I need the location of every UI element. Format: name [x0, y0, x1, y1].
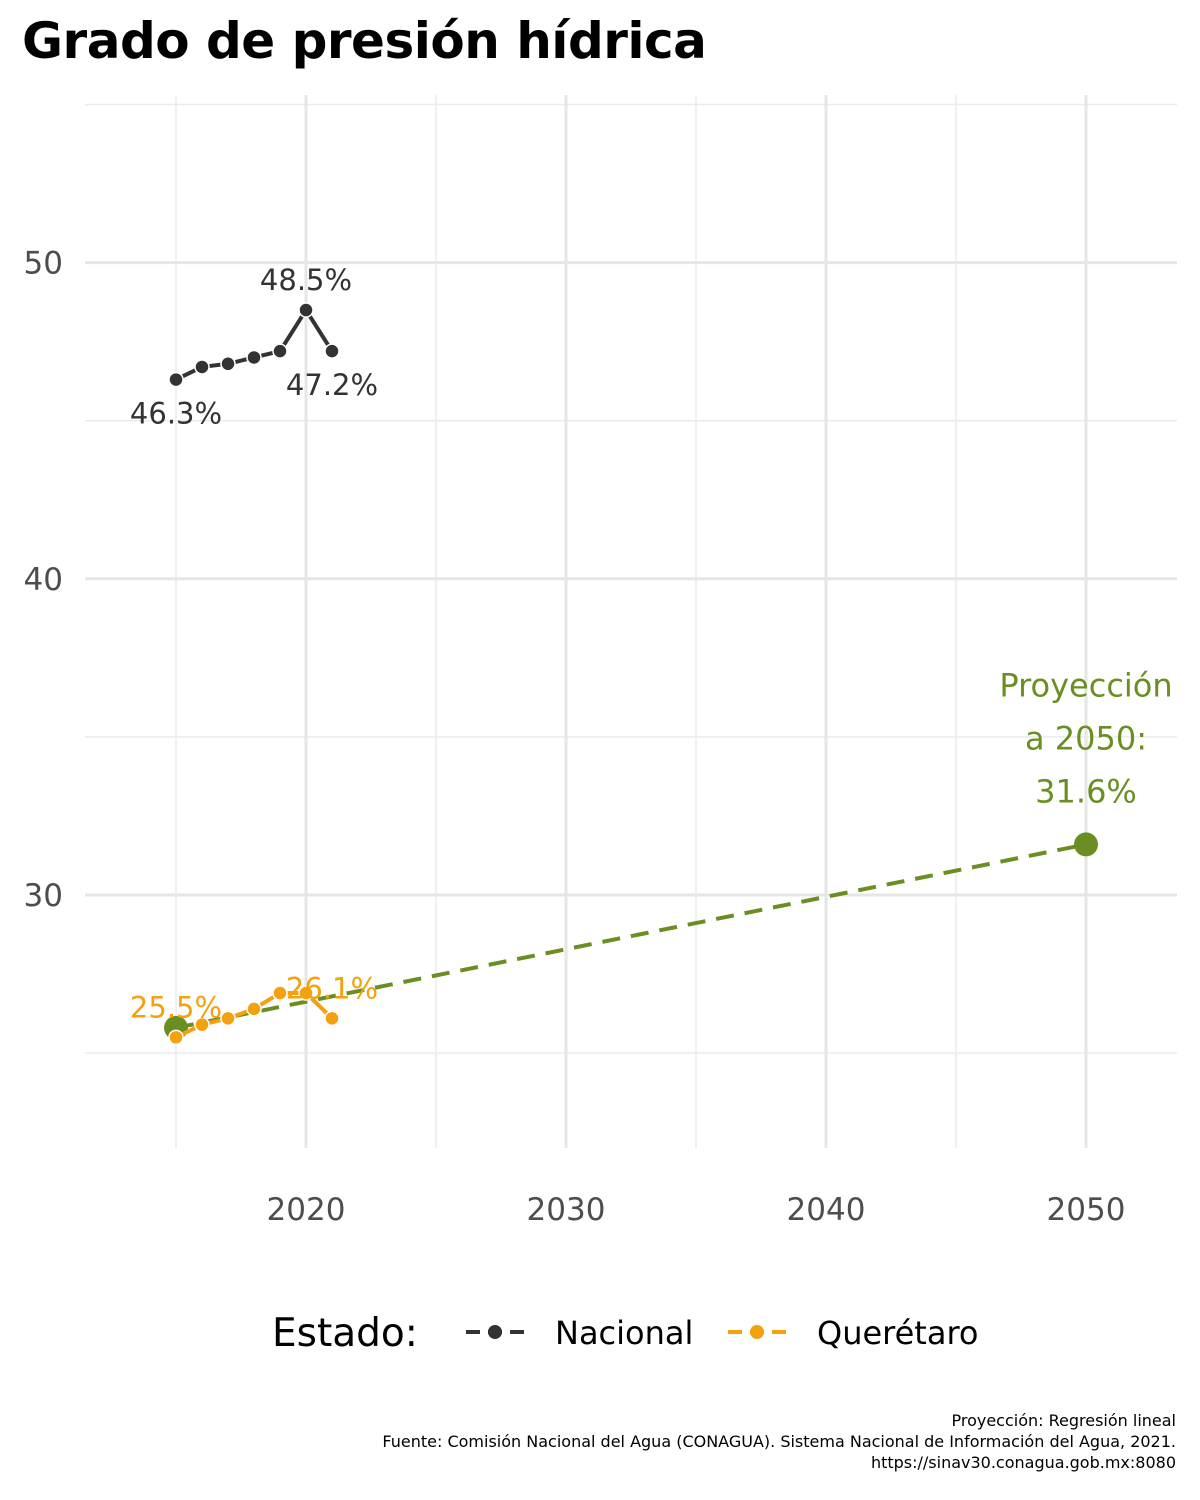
- projection-label-line: Proyección: [999, 666, 1172, 704]
- legend-item-label: Querétaro: [817, 1314, 978, 1352]
- series-point: [272, 343, 288, 359]
- data-label: 26.1%: [286, 971, 378, 1005]
- projection-label-line: 31.6%: [1035, 772, 1137, 810]
- chart-title: Grado de presión hídrica: [22, 12, 707, 70]
- projection-label-line: a 2050:: [1025, 719, 1147, 757]
- caption-line-2: Fuente: Comisión Nacional del Agua (CONA…: [382, 1432, 1176, 1451]
- series-point: [220, 356, 236, 372]
- data-label: 25.5%: [130, 990, 222, 1024]
- legend-item-label: Nacional: [555, 1314, 693, 1352]
- x-tick-label: 2020: [267, 1192, 346, 1228]
- legend-title: Estado:: [272, 1311, 418, 1356]
- caption-line-1: Proyección: Regresión lineal: [951, 1411, 1176, 1430]
- data-label: 47.2%: [286, 368, 378, 402]
- series-point: [194, 1016, 210, 1033]
- projection-line: [175, 842, 1087, 1030]
- legend-key-point: [488, 1325, 502, 1339]
- grid: [85, 95, 1177, 1148]
- labels-layer: 46.3% 48.5% 47.2% 25.5% 26.1% Proyección a 205…: [130, 263, 1173, 1024]
- series-point: [246, 1001, 262, 1017]
- series-point: [194, 359, 210, 375]
- series-point: [272, 985, 288, 1001]
- series-point: [324, 343, 340, 359]
- legend: Estado: Nacional Querétaro: [272, 1311, 978, 1356]
- series-point: [246, 349, 262, 366]
- y-tick-label: 40: [24, 562, 63, 598]
- y-tick-label: 50: [24, 246, 63, 282]
- series-point: [324, 1010, 340, 1027]
- x-tick-label: 2050: [1047, 1192, 1126, 1228]
- series-point: [298, 302, 314, 318]
- caption: Proyección: Regresión lineal Fuente: Com…: [382, 1410, 1176, 1473]
- data-label: 46.3%: [130, 397, 222, 431]
- axes: 2020 2030 2040 2050 30 40 50: [24, 246, 1126, 1228]
- series-layer: [164, 302, 1098, 1046]
- series-point: [168, 1029, 184, 1046]
- series-point: [168, 371, 184, 388]
- x-tick-label: 2030: [527, 1192, 606, 1228]
- projection-end-point: [1074, 832, 1098, 857]
- y-tick-label: 30: [24, 878, 63, 914]
- series-point: [220, 1010, 236, 1027]
- caption-line-3: https://sinav30.conagua.gob.mx:8080: [870, 1453, 1176, 1472]
- data-label: 48.5%: [260, 263, 352, 297]
- legend-key-point: [750, 1325, 764, 1339]
- series-point: [298, 985, 314, 1001]
- x-tick-label: 2040: [787, 1192, 866, 1228]
